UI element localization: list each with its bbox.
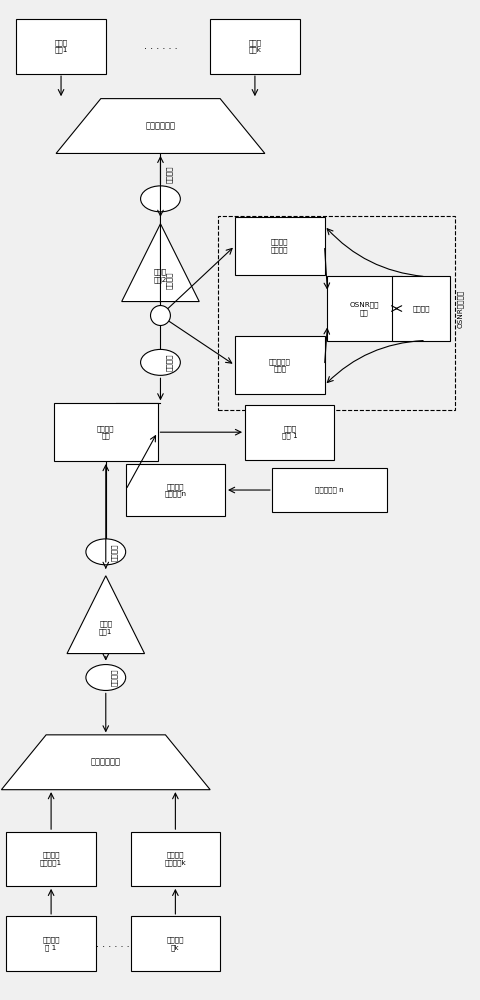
Text: OSNR计算
模块: OSNR计算 模块 [349, 301, 378, 316]
Text: 光发射单
元 1: 光发射单 元 1 [42, 937, 60, 951]
Text: 光接收
单元1: 光接收 单元1 [54, 39, 68, 53]
Text: 光合波分层局: 光合波分层局 [145, 122, 175, 131]
Polygon shape [121, 224, 199, 302]
Text: 窄带可调
光滤波器: 窄带可调 光滤波器 [270, 239, 288, 253]
Text: 波长标签
加载模块n: 波长标签 加载模块n [164, 483, 186, 497]
Text: 光接收
单元 1: 光接收 单元 1 [281, 425, 297, 439]
Bar [131, 916, 220, 971]
Bar [16, 19, 106, 74]
Bar [391, 276, 449, 341]
Bar [125, 464, 225, 516]
Bar [53, 403, 157, 461]
Bar [272, 468, 386, 512]
Text: 传输光纤: 传输光纤 [166, 354, 172, 371]
Text: 波长标签
加载模块k: 波长标签 加载模块k [164, 852, 186, 866]
Text: 光放大
单元2: 光放大 单元2 [154, 269, 167, 283]
Text: . . . . . .: . . . . . . [96, 939, 129, 949]
Bar [326, 276, 401, 341]
Bar [131, 832, 220, 886]
Text: . . . . . .: . . . . . . [144, 41, 177, 51]
Text: 光发射单元 n: 光发射单元 n [314, 487, 343, 493]
Text: 控制模块: 控制模块 [411, 305, 429, 312]
Bar [235, 336, 324, 394]
Text: 光放大
单元1: 光放大 单元1 [99, 621, 112, 635]
Text: 光合波分层局: 光合波分层局 [91, 758, 120, 767]
Text: 波长标签
加载模块1: 波长标签 加载模块1 [40, 852, 62, 866]
Text: OSNR监测模块: OSNR监测模块 [456, 289, 463, 328]
Text: 传输光纤: 传输光纤 [166, 272, 172, 289]
Text: 宽带可调光
滤波器: 宽带可调光 滤波器 [268, 358, 290, 372]
Ellipse shape [140, 186, 180, 212]
Polygon shape [56, 99, 264, 153]
Text: 传输光纤: 传输光纤 [166, 165, 172, 183]
Text: 光接收
单元k: 光接收 单元k [248, 39, 261, 53]
Ellipse shape [140, 349, 180, 375]
Text: 传输光纤: 传输光纤 [111, 543, 118, 561]
Text: 光合波共
用元: 光合波共 用元 [97, 425, 114, 439]
Circle shape [150, 306, 170, 325]
Bar [210, 19, 299, 74]
Bar [6, 916, 96, 971]
Ellipse shape [86, 539, 125, 565]
Bar [235, 217, 324, 275]
Polygon shape [67, 576, 144, 654]
Text: 传输光纤: 传输光纤 [111, 669, 118, 686]
Polygon shape [1, 735, 210, 790]
Bar [244, 405, 334, 460]
Ellipse shape [86, 665, 125, 690]
Bar [217, 216, 454, 410]
Bar [6, 832, 96, 886]
Text: 光发射单
元k: 光发射单 元k [166, 937, 184, 951]
